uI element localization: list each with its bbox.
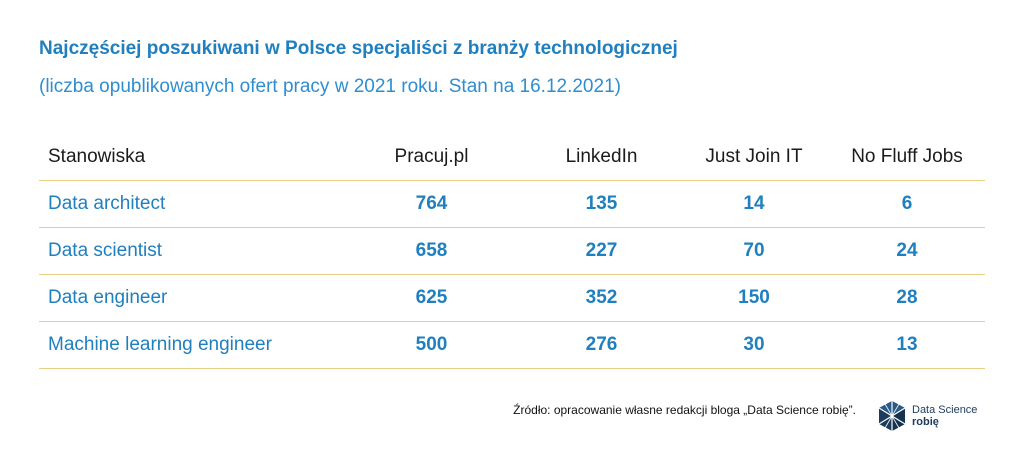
brand-logo: Data Science robię: [876, 400, 977, 432]
value-no-fluff-jobs: 28: [829, 274, 985, 322]
value-linkedin: 227: [524, 227, 679, 275]
logo-line-2: robię: [912, 416, 939, 428]
logo-line-1: Data Science: [912, 404, 978, 416]
table-row: Machine learning engineer 500 276 30 13: [39, 321, 985, 369]
value-just-join-it: 30: [679, 321, 829, 369]
table-row: Data engineer 625 352 150 28: [39, 274, 985, 322]
value-linkedin: 135: [524, 180, 679, 228]
page-title: Najczęściej poszukiwani w Polsce specjal…: [39, 38, 678, 59]
position-name: Data architect: [39, 180, 339, 228]
value-just-join-it: 70: [679, 227, 829, 275]
value-linkedin: 276: [524, 321, 679, 369]
header-linkedin: LinkedIn: [524, 134, 679, 181]
position-name: Machine learning engineer: [39, 321, 339, 369]
value-linkedin: 352: [524, 274, 679, 322]
header-stanowiska: Stanowiska: [39, 134, 339, 181]
table-header-row: Stanowiska Pracuj.pl LinkedIn Just Join …: [39, 134, 985, 181]
page-subtitle: (liczba opublikowanych ofert pracy w 202…: [39, 76, 621, 97]
header-just-join-it: Just Join IT: [679, 134, 829, 181]
value-no-fluff-jobs: 24: [829, 227, 985, 275]
value-no-fluff-jobs: 6: [829, 180, 985, 228]
position-name: Data scientist: [39, 227, 339, 275]
value-pracuj: 625: [339, 274, 524, 322]
job-offers-table: Stanowiska Pracuj.pl LinkedIn Just Join …: [39, 134, 985, 369]
table-row: Data architect 764 135 14 6: [39, 180, 985, 228]
value-pracuj: 764: [339, 180, 524, 228]
header-no-fluff-jobs: No Fluff Jobs: [829, 134, 985, 181]
value-pracuj: 500: [339, 321, 524, 369]
source-note: Źródło: opracowanie własne redakcji blog…: [513, 403, 856, 417]
value-pracuj: 658: [339, 227, 524, 275]
header-pracuj: Pracuj.pl: [339, 134, 524, 181]
value-no-fluff-jobs: 13: [829, 321, 985, 369]
table-row: Data scientist 658 227 70 24: [39, 227, 985, 275]
value-just-join-it: 14: [679, 180, 829, 228]
position-name: Data engineer: [39, 274, 339, 322]
value-just-join-it: 150: [679, 274, 829, 322]
dark-blue-geometric-icon: [878, 401, 906, 431]
